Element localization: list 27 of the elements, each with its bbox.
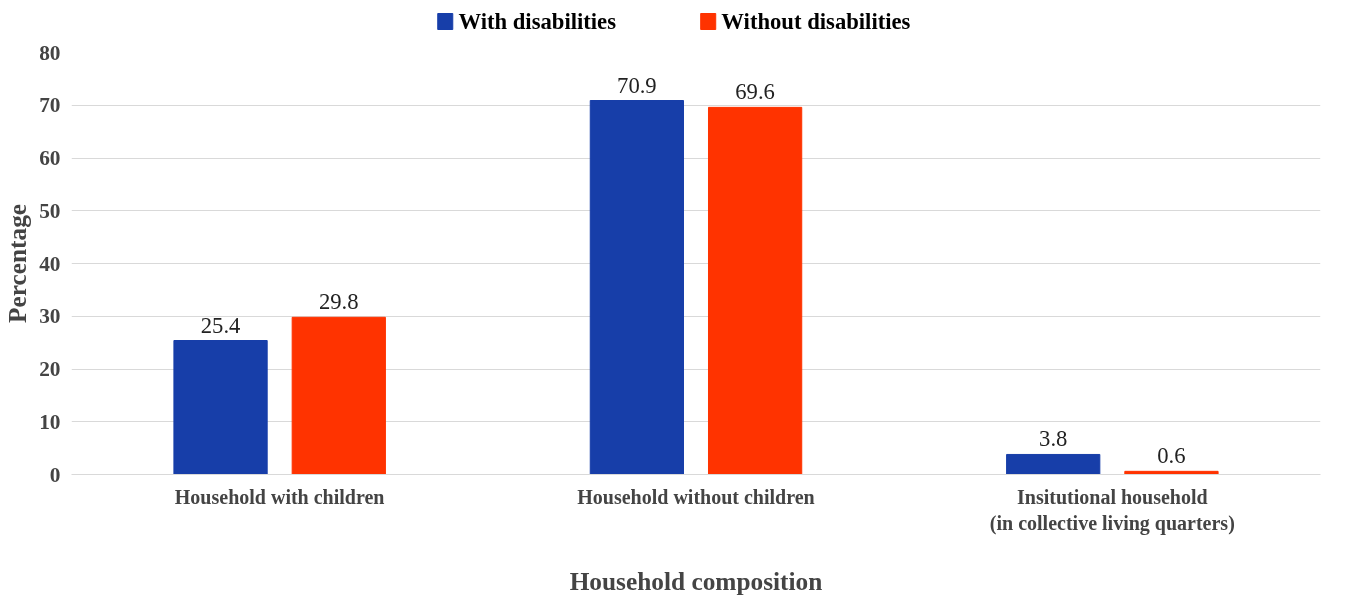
x-tick-label: Household without children [577,485,815,508]
bar [291,316,386,475]
data-label: 3.8 [1039,426,1068,452]
x-tick-label: Insitutional household (in collective living quarters) [989,485,1235,535]
legend-label: Without disabilities [721,9,911,34]
y-tick-label: 80 [39,40,61,65]
bar [1006,453,1101,475]
y-tick-label: 50 [39,198,61,223]
data-label: 0.6 [1157,443,1186,469]
y-tick-label: 70 [39,93,61,118]
bar [589,100,685,475]
y-tick-label: 0 [49,462,61,487]
legend-label: With disabilities [458,9,617,34]
x-axis-title: Household composition [569,566,823,595]
x-tick-label: Household with children [174,485,385,508]
y-tick-label: 30 [39,304,61,329]
bar [173,340,268,475]
bar [707,106,803,475]
y-axis-title: Percentage [3,203,32,324]
y-tick-label: 40 [39,251,61,276]
y-tick-label: 10 [39,409,61,434]
y-tick-label: 20 [39,357,61,381]
data-label: 69.6 [735,79,775,105]
data-label: 29.8 [318,289,359,315]
data-label: 25.4 [200,312,241,338]
y-tick-label: 60 [39,146,61,170]
data-label: 70.9 [617,72,657,98]
